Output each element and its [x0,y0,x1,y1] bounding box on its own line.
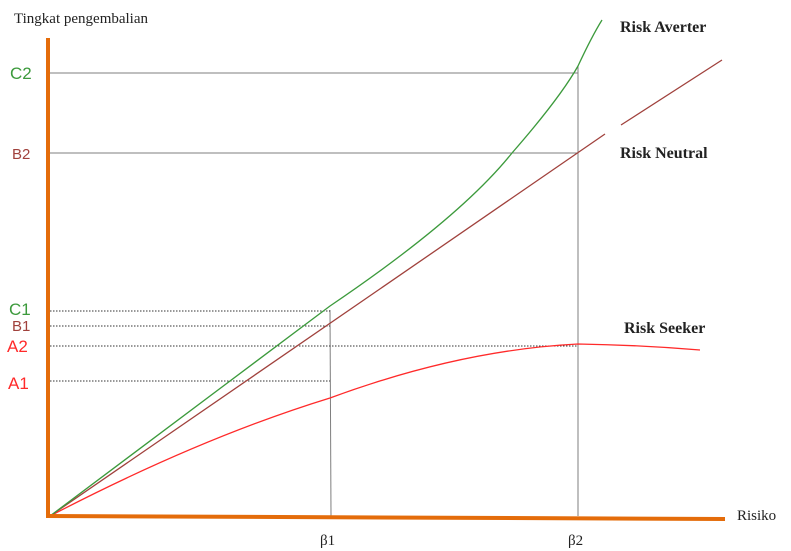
x-axis-label: Risiko [737,508,776,524]
risk-averter-label: Risk Averter [620,19,706,36]
y-tick-b2: B2 [12,146,30,163]
x-tick-beta2: β2 [568,533,583,549]
risk-neutral-curve [49,133,606,517]
risk-neutral-label: Risk Neutral [620,145,708,162]
risk-averter-curve [49,19,603,517]
x-axis [45,514,726,521]
y-tick-c1: C1 [9,300,31,319]
risk-neutral-curve-extension [620,59,723,126]
risk-seeker-label: Risk Seeker [624,320,705,337]
x-tick-beta1: β1 [320,533,335,549]
y-tick-a1: A1 [8,374,29,393]
y-tick-c2: C2 [10,64,32,83]
y-axis-label: Tingkat pengembalian [14,11,149,27]
guide-beta1-vertical [329,309,332,517]
y-tick-a2: A2 [7,337,28,356]
y-tick-b1: B1 [12,318,30,335]
risk-seeker-curve [49,343,701,517]
